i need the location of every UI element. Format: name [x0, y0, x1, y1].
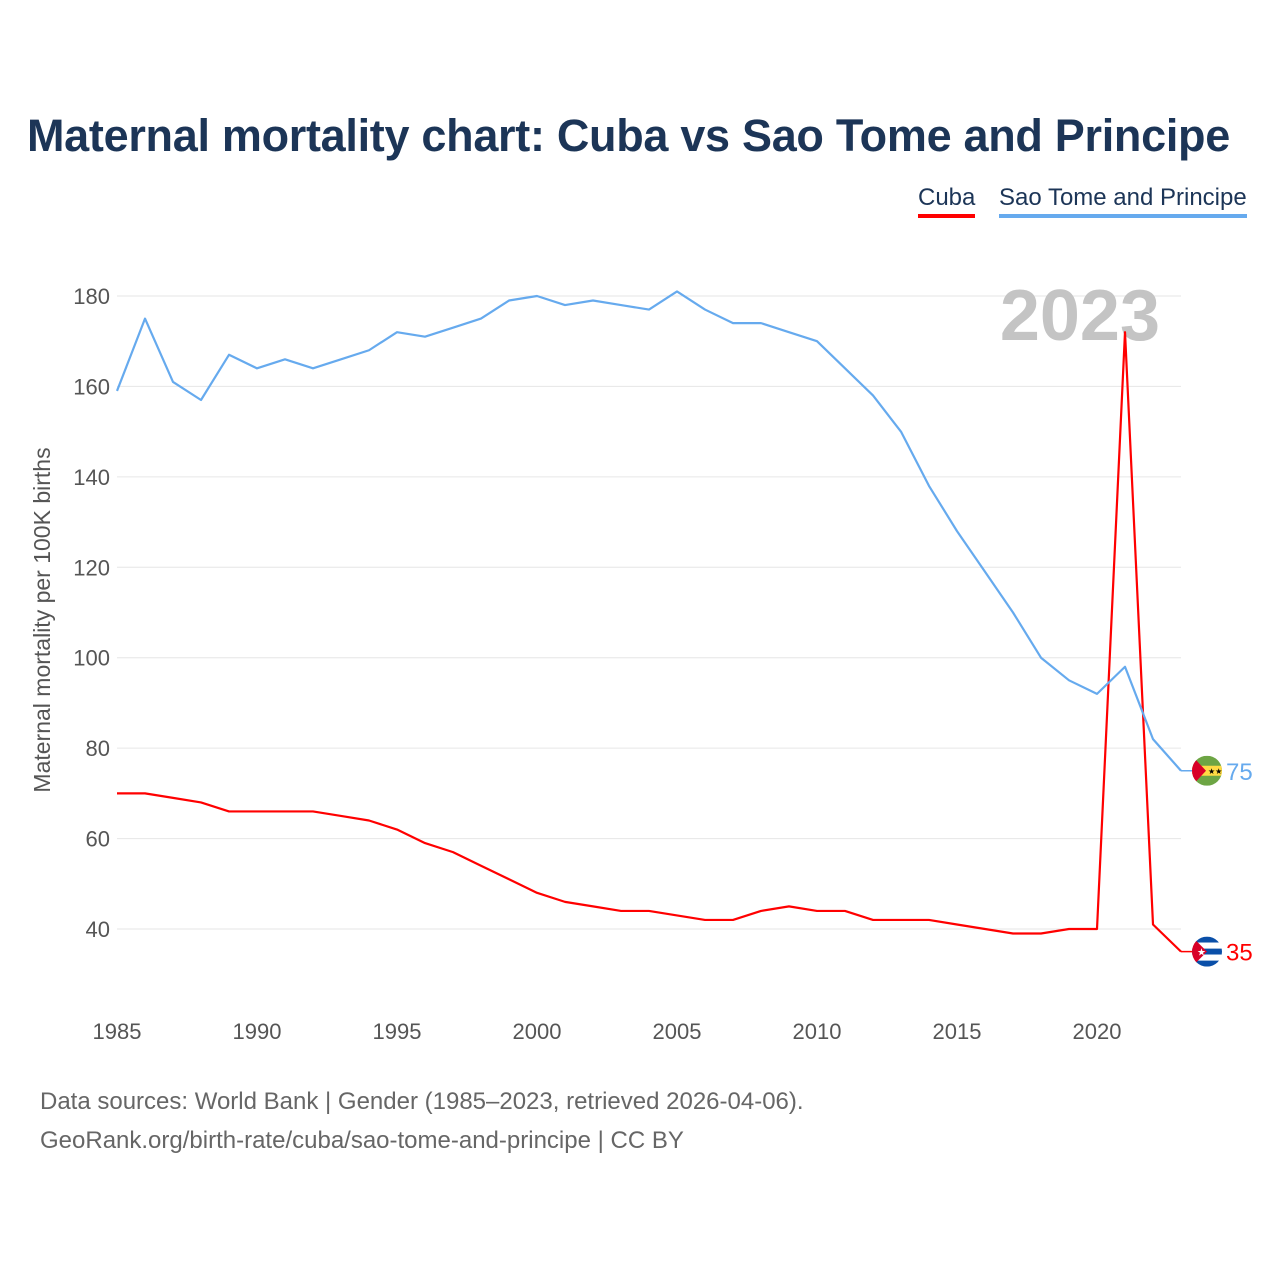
series-line-sao-tome — [115, 290, 1182, 772]
credit-note: GeoRank.org/birth-rate/cuba/sao-tome-and… — [40, 1127, 684, 1154]
y-tick-label: 160 — [73, 374, 110, 399]
y-tick-label: 40 — [86, 917, 110, 942]
flag-stars: ★★ — [1208, 767, 1222, 776]
year-label: 2023 — [1000, 276, 1160, 356]
flag-stripe — [1192, 954, 1222, 961]
flag-star: ★ — [1197, 948, 1206, 959]
y-tick-label: 60 — [86, 827, 110, 852]
y-tick-label: 140 — [73, 465, 110, 490]
series-line-cuba — [117, 331, 1182, 953]
source-note: Data sources: World Bank | Gender (1985–… — [40, 1088, 804, 1115]
y-tick-label: 80 — [86, 736, 110, 761]
end-value-label: 75 — [1226, 759, 1253, 786]
flag-body: ★ — [1192, 936, 1222, 967]
legend-cuba[interactable]: Cuba — [918, 184, 976, 218]
cuba-flag-icon: ★ — [1192, 936, 1222, 967]
flag-stripe — [1192, 960, 1222, 967]
x-tick-label: 2015 — [933, 1019, 982, 1044]
flag-body: ★★ — [1192, 755, 1222, 786]
y-tick-label: 180 — [73, 284, 110, 309]
flag-stripe — [1192, 942, 1222, 949]
flag-stripe — [1192, 936, 1222, 943]
x-tick-label: 1990 — [233, 1019, 282, 1044]
flag-yellow — [1192, 765, 1222, 776]
x-tick-label: 1995 — [373, 1019, 422, 1044]
flag-triangle — [1192, 755, 1206, 786]
chart-title: Maternal mortality chart: Cuba vs Sao To… — [27, 110, 1230, 161]
y-axis-label: Maternal mortality per 100K births — [29, 447, 55, 792]
sao-tome-flag-icon: ★★ — [1192, 755, 1222, 786]
flag-triangle — [1192, 936, 1207, 967]
x-tick-label: 2010 — [793, 1019, 842, 1044]
x-tick-label: 2005 — [653, 1019, 702, 1044]
x-tick-label: 1985 — [93, 1019, 142, 1044]
legend-sao-tome[interactable]: Sao Tome and Principe — [999, 184, 1247, 218]
x-tick-label: 2000 — [513, 1019, 562, 1044]
y-tick-label: 100 — [73, 646, 110, 671]
x-tick-label: 2020 — [1073, 1019, 1122, 1044]
y-tick-label: 120 — [73, 555, 110, 580]
end-value-label: 35 — [1226, 940, 1253, 967]
